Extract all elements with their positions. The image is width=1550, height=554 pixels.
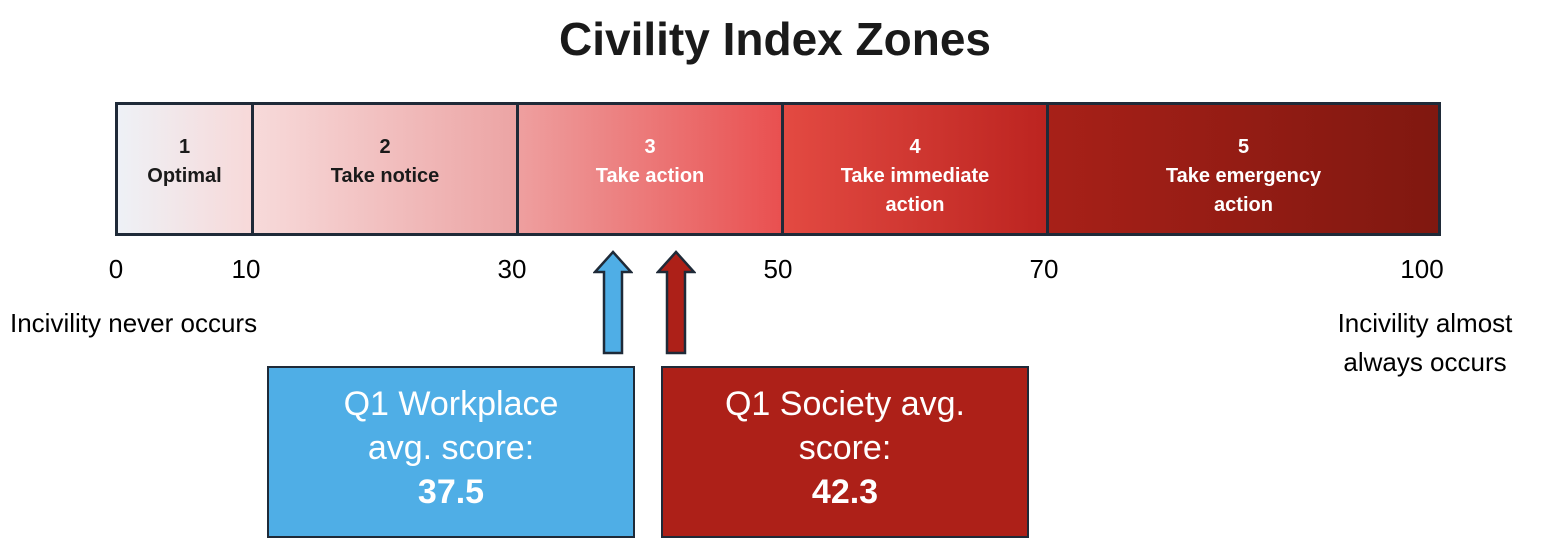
zone-2: 2 Take notice	[251, 105, 516, 233]
workplace-score-arrow	[592, 250, 633, 355]
society-score-arrow	[656, 250, 697, 355]
tick-label: 100	[1400, 254, 1444, 284]
zone-1: 1 Optimal	[118, 105, 251, 233]
zone-2-number: 2	[379, 136, 391, 158]
zone-4-number: 4	[909, 136, 921, 158]
tick-label: 50	[763, 254, 793, 284]
zone-5: 5 Take emergency action	[1046, 105, 1438, 233]
zone-1-label: Optimal	[147, 165, 222, 187]
left-end-label: Incivility never occurs	[10, 308, 258, 338]
zone-2-label: Take notice	[330, 165, 440, 187]
zone-5-label: Take emergency action	[1165, 165, 1322, 216]
zone-bar: 1 Optimal 2 Take notice 3 Take action 4 …	[115, 102, 1441, 236]
workplace-label-line1: Q1 Workplace	[343, 385, 559, 423]
zone-3-label: Take action	[595, 165, 705, 187]
workplace-label-line2: avg. score:	[367, 429, 535, 467]
zone-4: 4 Take immediate action	[781, 105, 1046, 233]
diagram-title: Civility Index Zones	[559, 13, 991, 65]
zone-4-label: Take immediate action	[840, 165, 990, 216]
tick-label: 0	[108, 254, 124, 284]
society-score-value: 42.3	[811, 473, 879, 511]
tick-label: 10	[231, 254, 261, 284]
right-end-label: Incivility almost always occurs	[1337, 308, 1513, 377]
zone-1-number: 1	[178, 136, 191, 158]
society-label-line1: Q1 Society avg.	[724, 385, 965, 423]
workplace-score-value: 37.5	[417, 473, 485, 511]
tick-label: 30	[497, 254, 527, 284]
zone-3-number: 3	[644, 136, 656, 158]
zone-3: 3 Take action	[516, 105, 781, 233]
society-label-line2: score:	[798, 429, 892, 467]
society-score-box: Q1 Society avg. score: 42.3	[661, 366, 1029, 538]
tick-label: 70	[1029, 254, 1059, 284]
workplace-score-box: Q1 Workplace avg. score: 37.5	[267, 366, 635, 538]
zone-5-number: 5	[1237, 136, 1250, 158]
